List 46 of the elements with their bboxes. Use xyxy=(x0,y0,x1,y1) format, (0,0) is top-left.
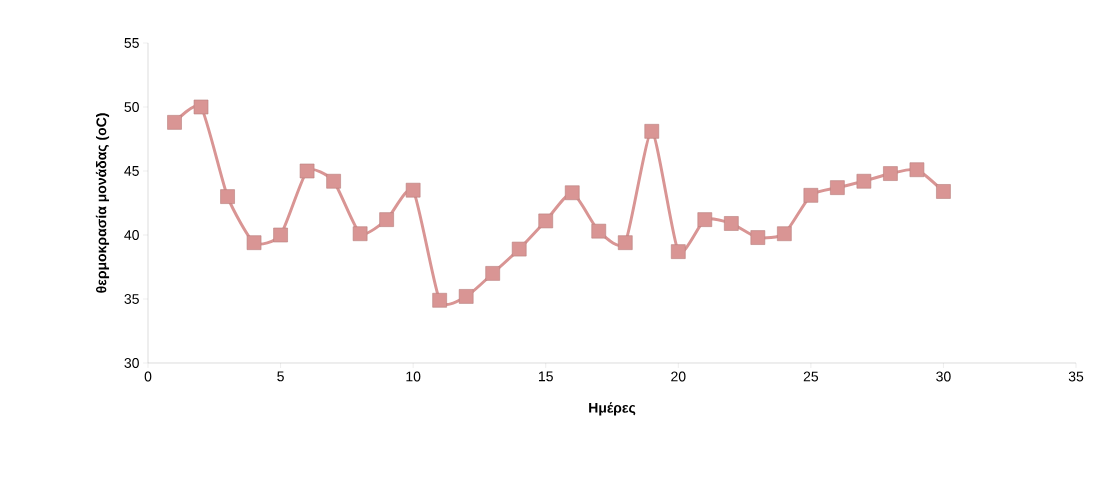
point xyxy=(379,212,394,227)
point xyxy=(724,216,739,231)
point xyxy=(644,124,660,139)
x-tick-label: 10 xyxy=(406,371,421,382)
y-tick-label: 55 xyxy=(124,38,139,48)
point xyxy=(220,189,235,204)
x-tick-label: 35 xyxy=(1068,371,1084,382)
point xyxy=(246,235,262,250)
point xyxy=(193,99,209,115)
y-tick-label: 35 xyxy=(124,294,139,304)
point xyxy=(803,188,819,203)
point xyxy=(591,223,607,239)
point xyxy=(830,180,845,195)
point xyxy=(352,226,368,242)
point xyxy=(538,213,554,229)
x-tick-label: 0 xyxy=(144,371,152,382)
point xyxy=(617,235,633,250)
point xyxy=(883,166,898,181)
x-tick-label: 5 xyxy=(277,371,284,382)
point xyxy=(856,173,872,189)
y-tick-label: 40 xyxy=(124,230,139,240)
y-tick-label: 50 xyxy=(124,102,139,112)
point xyxy=(670,244,686,259)
point xyxy=(936,184,951,199)
point xyxy=(326,173,341,189)
y-axis-title: θερμοκρασία μονάδας (oC) xyxy=(95,113,110,293)
point xyxy=(750,230,766,245)
point xyxy=(564,185,580,201)
point xyxy=(432,292,447,308)
point xyxy=(909,162,925,178)
x-tick-label: 15 xyxy=(539,371,553,382)
point xyxy=(485,266,500,281)
x-tick-label: 25 xyxy=(803,371,819,382)
point xyxy=(458,289,474,304)
point xyxy=(167,115,182,130)
y-tick-label: 30 xyxy=(124,358,139,368)
point xyxy=(273,227,288,243)
y-tick-label: 45 xyxy=(124,166,139,176)
point xyxy=(777,226,792,242)
x-axis-title: Ημέρες xyxy=(589,402,636,416)
x-tick-label: 20 xyxy=(671,371,686,382)
x-tick-label: 30 xyxy=(936,371,951,382)
point xyxy=(697,212,713,227)
point xyxy=(511,241,527,257)
point xyxy=(299,163,315,179)
point xyxy=(405,182,421,198)
